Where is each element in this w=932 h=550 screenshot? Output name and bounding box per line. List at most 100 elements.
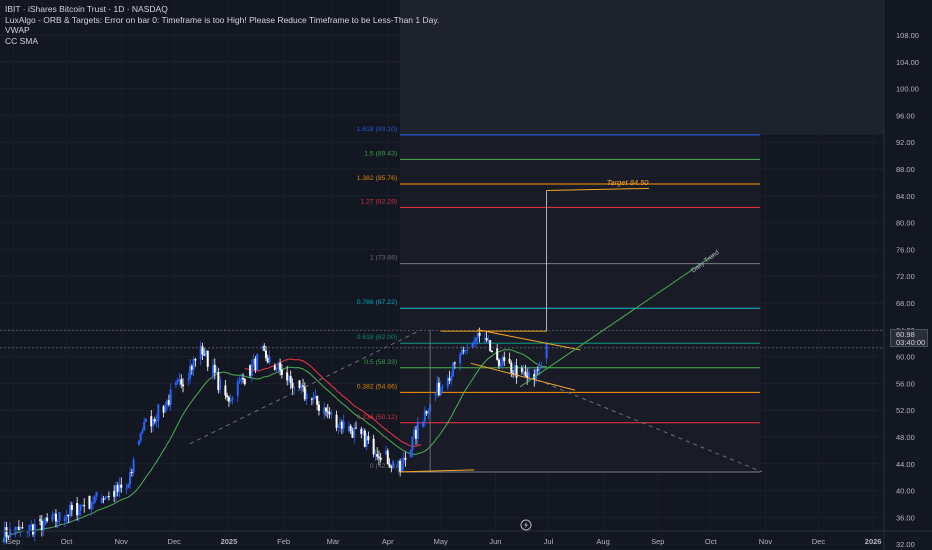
- channel-lower-line[interactable]: [470, 362, 575, 391]
- candle-body: [328, 412, 331, 415]
- base-line[interactable]: [400, 469, 475, 473]
- time-tick-label: Mar: [327, 537, 340, 546]
- indicator-vwap[interactable]: VWAP: [5, 25, 30, 35]
- fib-level-label: 0.618 (62.00): [357, 334, 397, 341]
- candle-body: [182, 384, 185, 387]
- indicator-cc-sma[interactable]: CC SMA: [5, 35, 39, 46]
- price-tick-label: 40.00: [896, 487, 915, 496]
- candle-body: [291, 382, 294, 388]
- candle-body: [402, 457, 405, 464]
- candle-body: [113, 491, 116, 497]
- candle-body: [448, 377, 451, 381]
- candle-body: [164, 404, 167, 413]
- candle-body: [76, 503, 79, 516]
- candle-body: [100, 498, 103, 503]
- candle-body: [520, 368, 523, 372]
- candle-body: [303, 386, 306, 400]
- candle-body: [153, 419, 156, 422]
- candle-body: [522, 371, 525, 373]
- candle-body: [273, 365, 276, 370]
- indicator-luxalgo[interactable]: LuxAlgo - ORB & Targets: Error on bar 0:…: [5, 14, 440, 25]
- candle-body: [264, 350, 267, 359]
- candle-body: [287, 375, 290, 381]
- price-tick-label: 56.00: [896, 379, 915, 388]
- candle-body: [263, 345, 266, 351]
- candle-body: [42, 524, 45, 532]
- candle-body: [409, 450, 412, 457]
- time-tick-label: 2025: [221, 537, 238, 546]
- daily-trend-line[interactable]: [519, 254, 715, 388]
- current-price: 60.98: [896, 330, 915, 339]
- fib-level-label: 1 (73.88): [370, 255, 397, 262]
- lightning-icon[interactable]: [520, 519, 532, 531]
- candle-body: [250, 364, 253, 376]
- candle-body: [7, 536, 10, 538]
- candle-body: [411, 436, 414, 451]
- channel-upper-line[interactable]: [477, 329, 581, 351]
- dashed-trendline: [537, 379, 763, 473]
- candle-body: [19, 527, 22, 530]
- candle-body: [464, 350, 467, 352]
- price-tick-label: 80.00: [896, 219, 915, 228]
- time-tick-label: Feb: [277, 537, 290, 546]
- candle-body: [167, 400, 170, 405]
- candle-body: [422, 421, 425, 427]
- time-tick-label: 2026: [865, 537, 882, 546]
- fib-level-label: 1.618 (93.10): [357, 126, 397, 133]
- fibonacci-retracement[interactable]: 1.618 (93.10) 1.5 (89.43) 1.382 (85.76) 1.2…: [357, 126, 761, 473]
- fib-level-label: 0.786 (67.22): [357, 299, 397, 306]
- candle-body: [92, 502, 95, 504]
- candle-body: [377, 456, 380, 458]
- candle-body: [510, 362, 513, 373]
- upper-zone: [400, 0, 884, 135]
- candle-body: [316, 395, 319, 405]
- fib-level-label: 0 (42.78): [370, 463, 397, 470]
- candle-body: [32, 524, 35, 535]
- candle-body: [342, 421, 345, 429]
- candle-body: [535, 369, 538, 380]
- time-tick-label: Jun: [489, 537, 501, 546]
- candle-body: [266, 358, 269, 363]
- target-line[interactable]: [546, 187, 649, 191]
- candle-body: [388, 464, 391, 467]
- candle-body: [437, 382, 440, 396]
- candle-body: [317, 404, 320, 411]
- candle-body: [120, 484, 123, 488]
- candle-body: [204, 350, 207, 356]
- candle-body: [310, 398, 313, 400]
- candle-body: [427, 411, 430, 414]
- candle-body: [174, 382, 177, 386]
- candle-body: [526, 375, 529, 379]
- candle-body: [536, 369, 539, 371]
- candle-body: [450, 376, 453, 381]
- price-tick-label: 100.00: [896, 85, 919, 94]
- candle-body: [330, 411, 333, 415]
- candle-body: [256, 354, 259, 371]
- dashed-trendline: [189, 329, 422, 445]
- candle-body: [176, 379, 179, 383]
- candle-body: [104, 497, 107, 500]
- candle-body: [21, 527, 24, 529]
- candle-body: [190, 366, 193, 370]
- candle-body: [141, 430, 144, 434]
- candle-body: [280, 369, 283, 375]
- candle-body: [326, 411, 329, 413]
- fib-level-label: 0.5 (58.33): [364, 359, 397, 366]
- candle-body: [413, 429, 416, 437]
- candle-body: [16, 526, 19, 528]
- candle-body: [289, 375, 292, 383]
- price-tick-label: 52.00: [896, 406, 915, 415]
- candle-body: [203, 354, 206, 356]
- price-tick-label: 36.00: [896, 513, 915, 522]
- candle-body: [501, 357, 504, 364]
- candle-body: [65, 514, 68, 518]
- candle-body: [226, 395, 229, 398]
- time-tick-label: Apr: [382, 537, 394, 546]
- candle-body: [155, 420, 158, 422]
- symbol-title[interactable]: IBIT · iShares Bitcoin Trust · 1D · NASD…: [5, 4, 168, 14]
- candle-body: [212, 364, 215, 376]
- candle-body: [376, 454, 379, 457]
- candle-body: [360, 429, 363, 434]
